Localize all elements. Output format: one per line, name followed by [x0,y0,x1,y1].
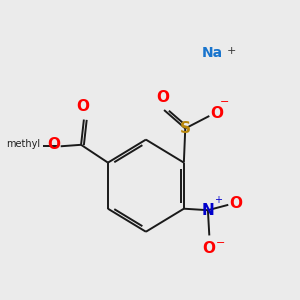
Text: O: O [156,90,169,105]
Text: O: O [47,137,60,152]
Text: S: S [180,121,191,136]
Text: methyl: methyl [6,139,40,149]
Text: O: O [76,99,89,114]
Text: O: O [229,196,242,211]
Text: O: O [210,106,224,121]
Text: Na: Na [202,46,223,60]
Text: N: N [202,203,214,218]
Text: +: + [226,46,236,56]
Text: −: − [215,238,225,248]
Text: −: − [220,97,230,107]
Text: O: O [202,241,215,256]
Text: +: + [214,195,222,205]
